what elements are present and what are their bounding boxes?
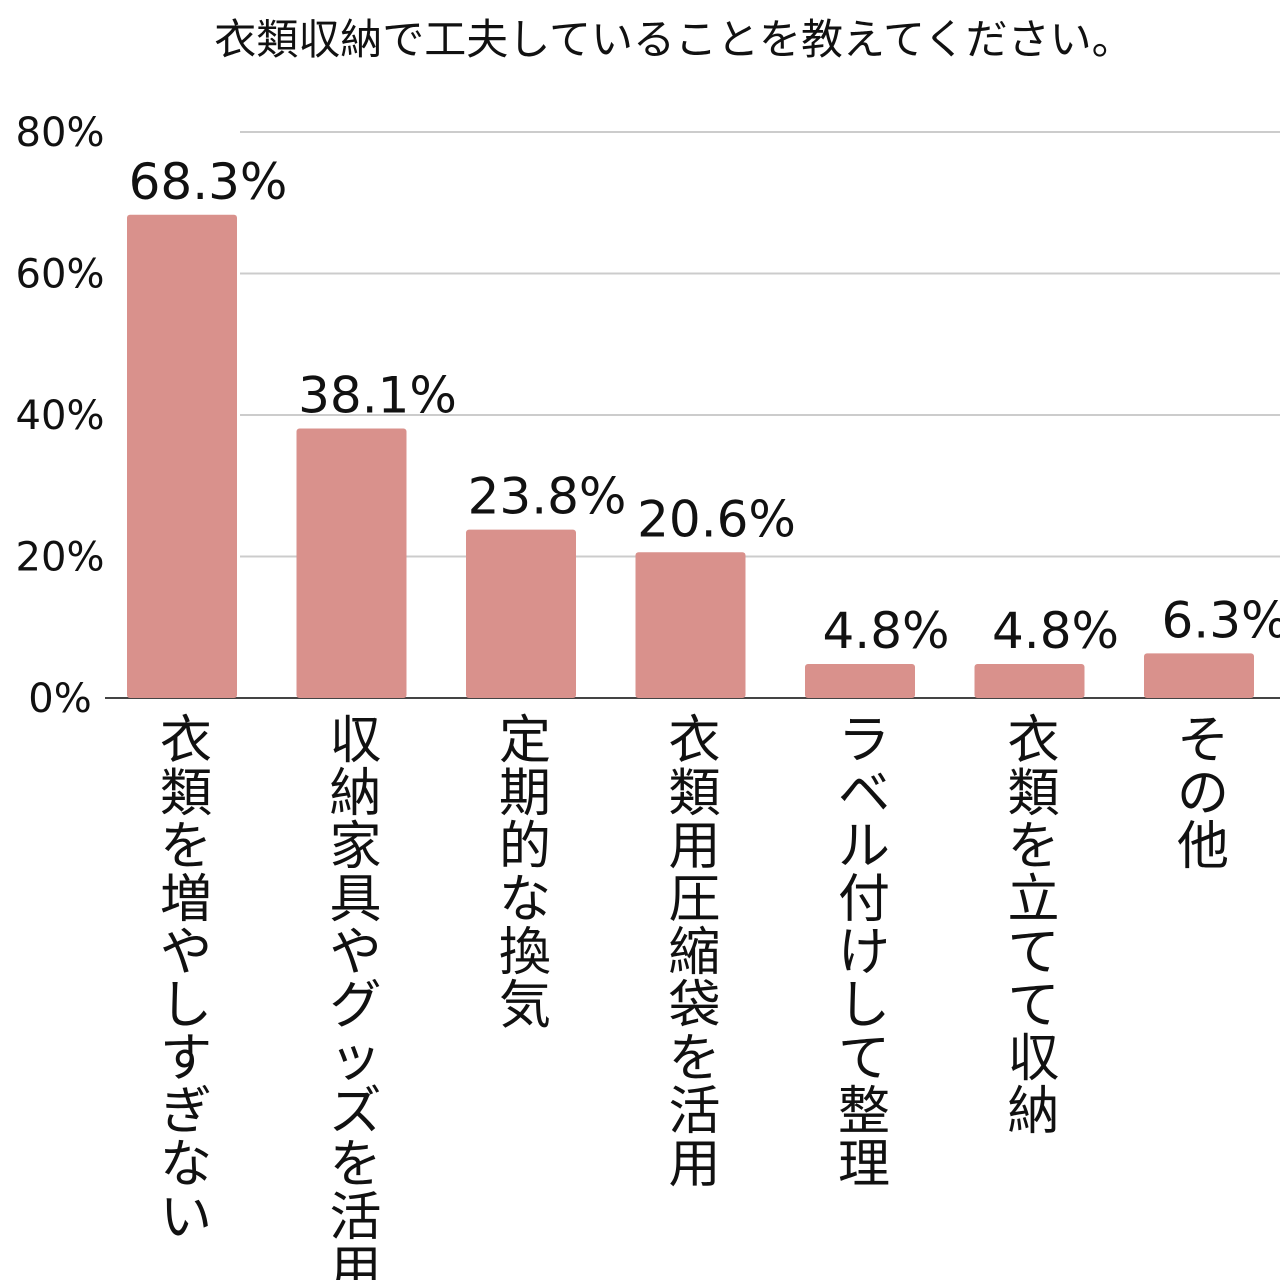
bar-5: [974, 664, 1085, 698]
y-tick-label: 60%: [16, 252, 105, 298]
category-labels: 衣類を増やしすぎない 収納家具やグッズを活用 定期的な換気 衣類用圧縮袋を活用 ラベル付…: [160, 711, 1229, 1280]
category-label-6: その他: [1177, 711, 1229, 877]
data-labels: 68.3% 38.1%23.8% 20.6% 4.8% 4.8% 6.3%: [129, 153, 1280, 660]
category-label-0: 衣類を増やしすぎない: [160, 711, 212, 1248]
category-label-2: 定期的な換気: [499, 711, 551, 1036]
data-label-5: 4.8%: [992, 602, 1119, 660]
data-label-4: 4.8%: [822, 602, 949, 660]
y-tick-label: 80%: [16, 110, 105, 156]
data-label-0: 68.3%: [129, 153, 288, 211]
data-label-1: 38.1%: [298, 366, 457, 424]
bar-4: [805, 664, 915, 698]
data-label-6: 6.3%: [1161, 591, 1280, 649]
data-label-3: 20.6%: [637, 490, 796, 548]
bar-6: [1144, 653, 1254, 698]
category-label-4: ラベル付けして整理: [838, 711, 890, 1195]
bar-1: [296, 428, 407, 698]
category-label-5: 衣類を立てて収納: [1007, 711, 1059, 1142]
category-label-3: 衣類用圧縮袋を活用: [668, 711, 720, 1195]
data-label-2: 23.8%: [468, 468, 627, 526]
y-tick-label: 0%: [28, 676, 91, 722]
bars: [127, 214, 1254, 698]
y-tick-label: 20%: [16, 535, 105, 581]
bar-3: [635, 552, 746, 698]
bar-0: [127, 214, 237, 698]
chart-title: 衣類収納で工夫していることを教えてください。: [214, 15, 1133, 64]
bar-2: [466, 529, 576, 698]
y-tick-label: 40%: [16, 393, 105, 439]
category-label-1: 収納家具やグッズを活用: [329, 711, 381, 1280]
y-tick-labels: 0% 20% 40% 60% 80%: [16, 110, 105, 722]
